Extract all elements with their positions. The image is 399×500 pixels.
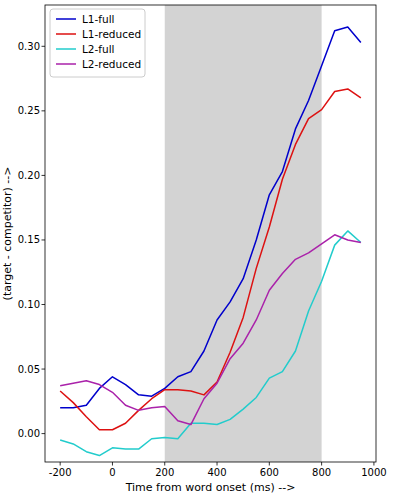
x-tick-label: 600 xyxy=(260,467,279,478)
y-tick xyxy=(42,369,46,370)
x-tick xyxy=(60,462,61,466)
x-tick xyxy=(269,462,270,466)
legend-label: L1-reduced xyxy=(82,28,141,40)
x-tick xyxy=(373,462,374,466)
series-line xyxy=(60,231,361,456)
y-tick xyxy=(42,46,46,47)
y-tick xyxy=(42,433,46,434)
legend-label: L2-full xyxy=(82,43,115,55)
y-tick xyxy=(42,239,46,240)
legend-label: L2-reduced xyxy=(82,58,141,70)
x-tick-label: 200 xyxy=(155,467,174,478)
chart: -200 0 200 400 600 800 1000 0.00 0.05 0.10 0.15 0.2… xyxy=(0,0,399,500)
y-axis-label: (target - competitor) --> xyxy=(1,167,14,301)
legend-swatch xyxy=(56,63,76,65)
plot-frame xyxy=(45,5,376,462)
x-tick-label: 1000 xyxy=(361,467,386,478)
legend-swatch xyxy=(56,18,76,20)
y-tick-label: 0.30 xyxy=(18,41,40,52)
y-tick-label: 0.20 xyxy=(18,170,40,181)
x-tick-label: 0 xyxy=(109,467,115,478)
shaded-region xyxy=(165,5,322,462)
y-tick-label: 0.25 xyxy=(18,105,40,116)
y-tick-label: 0.00 xyxy=(18,428,40,439)
legend-label: L1-full xyxy=(82,13,115,25)
series-line xyxy=(60,27,361,408)
legend-swatch xyxy=(56,33,76,35)
x-tick-label: 400 xyxy=(207,467,226,478)
legend: L1-full L1-reduced L2-full L2-reduced xyxy=(50,9,145,77)
series-line xyxy=(60,235,361,425)
y-tick xyxy=(42,110,46,111)
y-tick-label: 0.10 xyxy=(18,299,40,310)
x-tick xyxy=(217,462,218,466)
legend-box xyxy=(50,9,145,77)
y-tick-label: 0.15 xyxy=(18,234,40,245)
x-tick xyxy=(321,462,322,466)
legend-swatch xyxy=(56,48,76,50)
x-tick xyxy=(112,462,113,466)
x-tick-label: -200 xyxy=(49,467,72,478)
x-axis-label: Time from word onset (ms) --> xyxy=(125,481,296,494)
y-tick xyxy=(42,175,46,176)
x-tick-label: 800 xyxy=(312,467,331,478)
y-tick-label: 0.05 xyxy=(18,364,40,375)
y-tick xyxy=(42,304,46,305)
series-line xyxy=(60,89,361,430)
x-tick xyxy=(164,462,165,466)
